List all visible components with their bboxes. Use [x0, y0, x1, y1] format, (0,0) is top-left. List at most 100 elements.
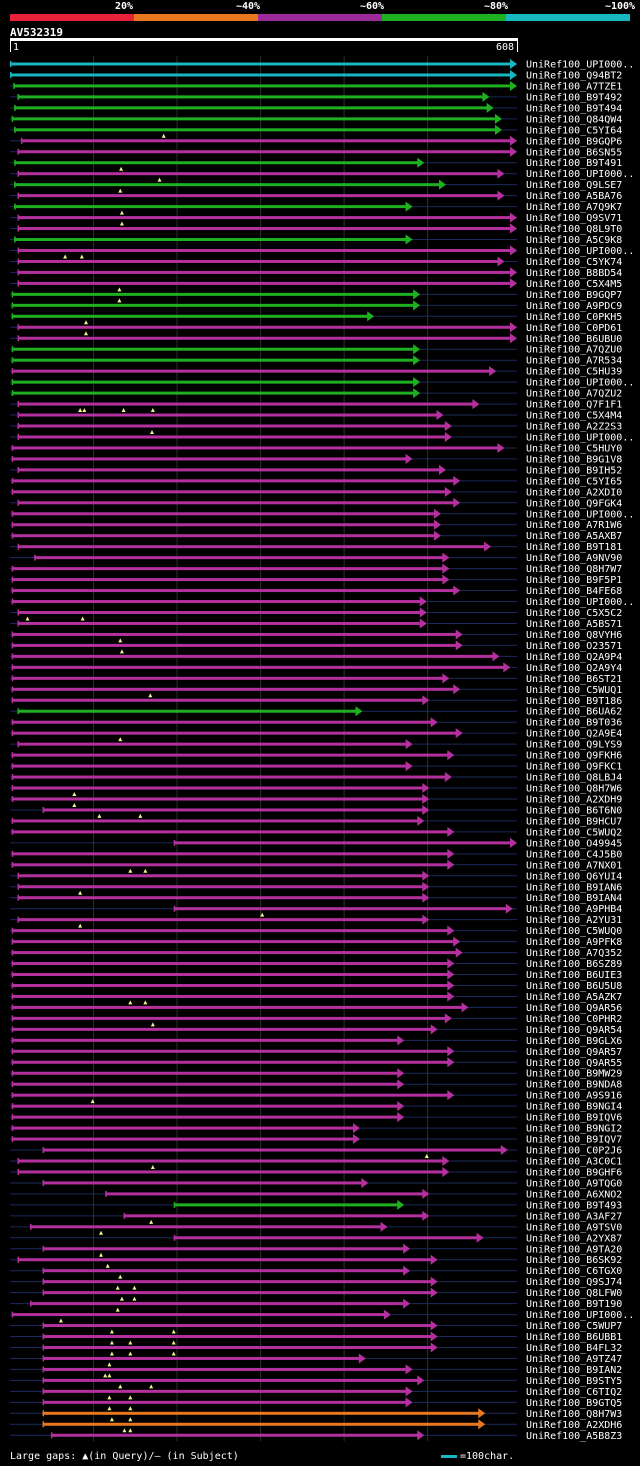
hit-label: UniRef100_O23571	[526, 641, 622, 652]
hit-bar	[42, 1280, 433, 1284]
hit-bar	[11, 852, 450, 856]
hit-arrow	[413, 377, 421, 388]
hit-arrow	[436, 410, 444, 421]
hit-bar	[11, 457, 408, 461]
hit-label: UniRef100_O49945	[526, 838, 622, 849]
gap-marker	[119, 210, 124, 215]
hit-bar	[11, 391, 416, 395]
hit-arrow	[417, 815, 425, 826]
hit-arrow	[489, 366, 497, 377]
hit-bar	[20, 139, 513, 143]
hit-start-tick	[14, 159, 16, 166]
hit-label: UniRef100_A2XDI0	[526, 487, 622, 498]
legend-bar-4	[382, 14, 506, 21]
legend-bar-2	[134, 14, 258, 21]
hit-start-tick	[42, 1179, 45, 1186]
hit-start-tick	[17, 192, 20, 199]
hit-start-tick	[17, 1158, 20, 1164]
hit-arrow	[433, 508, 441, 519]
hit-label: UniRef100_Q7F1F1	[526, 400, 622, 411]
hit-label: UniRef100_B8BD54	[526, 268, 622, 279]
hit-start-tick	[42, 1245, 45, 1252]
hit-bar	[17, 918, 425, 922]
hit-start-tick	[11, 598, 14, 605]
hit-label: UniRef100_Q9SV71	[526, 213, 622, 224]
hit-bar	[11, 1093, 450, 1097]
hit-label: UniRef100_A9NV90	[526, 553, 622, 564]
gap-marker	[171, 1329, 176, 1334]
hit-start-tick	[11, 1026, 14, 1033]
hit-bar	[17, 194, 500, 198]
hit-bar	[11, 698, 425, 702]
hit-arrow	[405, 1386, 413, 1397]
legend-label-3: ~60%	[359, 1, 385, 12]
hit-bar	[42, 1181, 364, 1185]
hit-label: UniRef100_B6SZ89	[526, 959, 622, 970]
hit-label: UniRef100_Q9LSE7	[526, 180, 622, 191]
hit-arrow	[430, 1342, 438, 1353]
hit-start-tick	[14, 181, 16, 188]
hit-label: UniRef100_B9T493	[526, 1200, 622, 1211]
hit-arrow	[455, 947, 463, 958]
hit-bar	[11, 292, 416, 296]
hit-label: UniRef100_C5X5C2	[526, 608, 622, 619]
hit-start-tick	[42, 1333, 45, 1340]
hit-start-tick	[11, 960, 14, 967]
hit-arrow	[413, 300, 421, 311]
hit-arrow	[405, 761, 413, 772]
legend-bar-3	[258, 14, 382, 21]
hit-bar	[11, 929, 450, 933]
hit-arrow	[503, 662, 511, 673]
hit-label: UniRef100_Q2A9E4	[526, 729, 622, 740]
hit-bar	[17, 413, 439, 417]
hit-bar	[11, 578, 445, 582]
hit-label: UniRef100_UPI000..	[526, 1310, 634, 1321]
hit-bar	[17, 1170, 445, 1174]
hit-bar	[11, 1049, 450, 1053]
hit-start-tick	[11, 719, 14, 726]
hit-bar	[11, 775, 447, 779]
hit-start-tick	[17, 280, 20, 287]
hit-bar	[11, 1060, 450, 1064]
hit-arrow	[494, 124, 502, 135]
hit-label: UniRef100_Q8L9T0	[526, 224, 622, 235]
gap-marker	[84, 320, 89, 325]
hit-label: UniRef100_B9IAN4	[526, 893, 622, 904]
hit-bar	[11, 1005, 464, 1009]
hit-label: UniRef100_Q8LBJ4	[526, 773, 622, 784]
hit-bar	[17, 172, 500, 176]
hit-start-tick	[30, 1223, 32, 1230]
hit-bar	[11, 797, 425, 801]
hit-bar	[11, 973, 450, 977]
hit-arrow	[510, 146, 517, 157]
gap-marker	[128, 1395, 133, 1400]
hit-arrow	[478, 1408, 486, 1419]
hit-start-tick	[17, 499, 20, 506]
gap-marker	[99, 1252, 104, 1257]
gap-marker	[157, 177, 162, 182]
gap-marker	[72, 802, 77, 807]
hit-arrow	[442, 552, 450, 563]
hit-bar	[11, 369, 492, 373]
hit-label: UniRef100_C5X4M5	[526, 279, 622, 290]
hit-bar	[14, 205, 408, 209]
hit-arrow	[447, 1090, 455, 1101]
hit-label: UniRef100_B9NGI4	[526, 1102, 622, 1113]
identity-legend: 20% ~40% ~60% ~80% ~100%	[10, 0, 635, 22]
hit-arrow	[484, 541, 492, 552]
hit-label: UniRef100_UPI000..	[526, 246, 634, 257]
gap-marker	[78, 923, 83, 928]
hit-arrow	[439, 464, 447, 475]
gap-marker	[161, 133, 166, 138]
hit-arrow	[510, 59, 517, 69]
gap-legend: Large gaps: ▲(in Query)/– (in Subject)	[10, 1451, 239, 1462]
hit-bar	[11, 720, 433, 724]
hit-arrow	[447, 859, 455, 870]
hit-start-tick	[11, 993, 14, 1000]
hit-arrow	[383, 1309, 391, 1320]
hit-start-tick	[17, 269, 20, 276]
hit-arrow	[405, 201, 413, 212]
hit-start-tick	[11, 510, 14, 517]
hit-label: UniRef100_A3AF27	[526, 1211, 622, 1222]
hit-bar	[50, 1433, 420, 1437]
